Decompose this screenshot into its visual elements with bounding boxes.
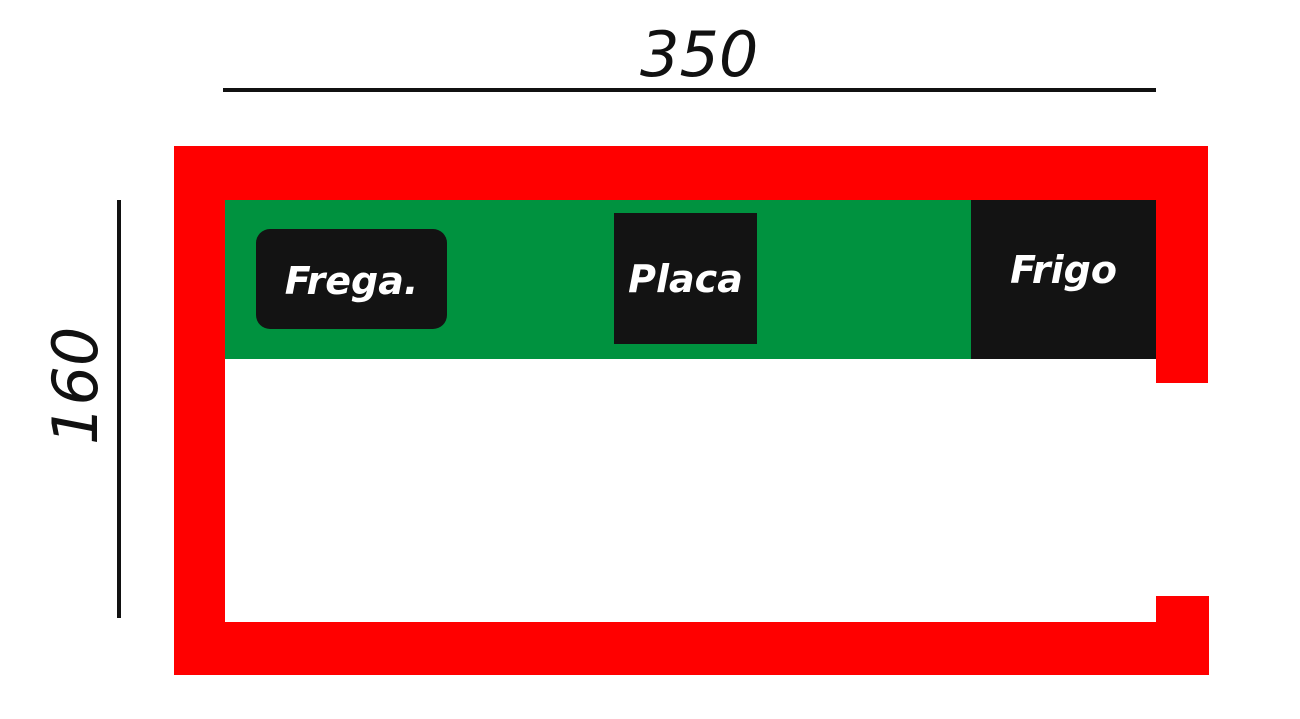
wall-top [174,146,1208,200]
wall-right-upper [1156,146,1208,383]
wall-bottom [174,622,1209,675]
hob-label: Placa [628,256,743,301]
fridge-label: Frigo [1010,248,1117,292]
width-dimension-line [223,88,1156,92]
height-dimension-label: 160 [39,326,112,445]
sink: Frega. [256,229,447,329]
fridge: Frigo [971,200,1156,359]
height-dimension-line [117,200,121,618]
hob: Placa [614,213,757,344]
sink-label: Frega. [284,259,419,303]
wall-right-lower [1156,596,1209,675]
wall-left [174,146,225,675]
width-dimension-label: 350 [640,18,759,91]
